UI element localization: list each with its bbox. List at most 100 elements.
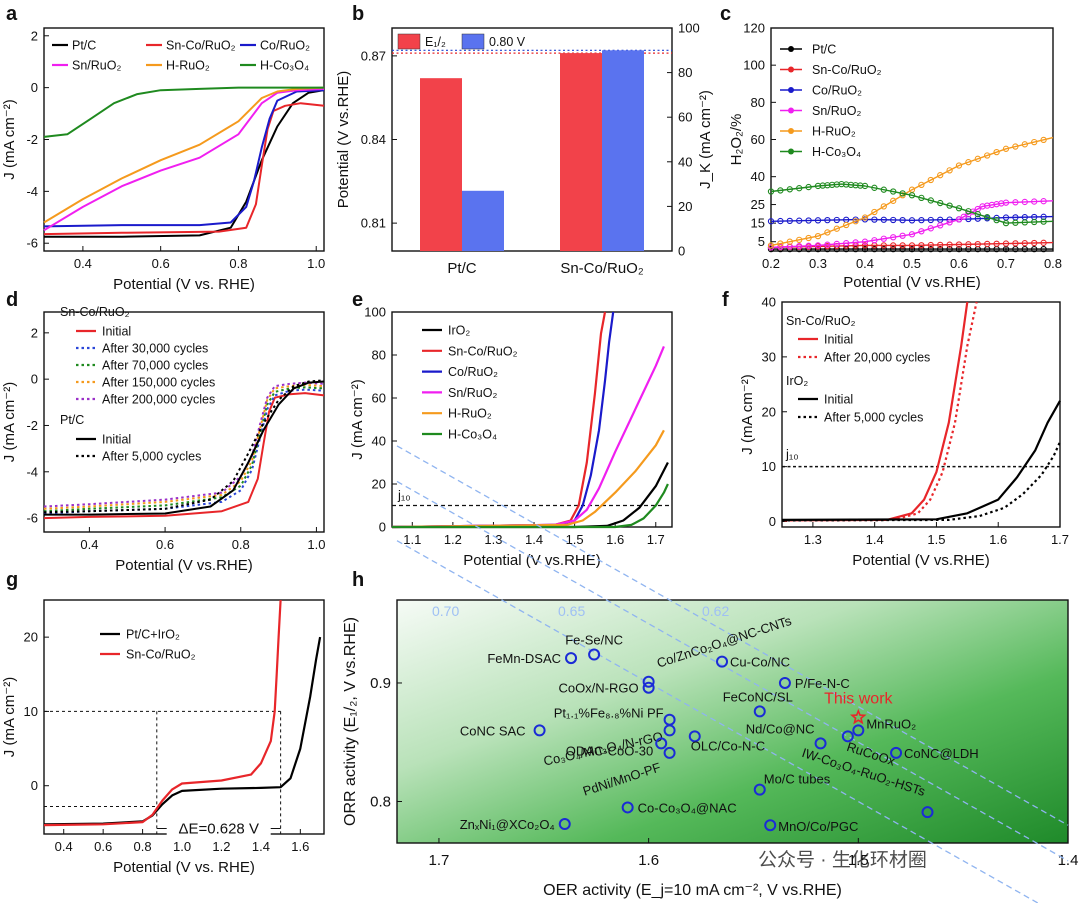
scatter-point-c [1002,145,1010,152]
watermark: 公众号 · 生化环材圈 [758,849,927,871]
scatter-point-c [937,245,944,253]
delta-e-label: ΔE=0.628 V [178,821,259,838]
y-axis-label: J (mA cm⁻²) [1,99,18,179]
y-tick-label: 40 [751,169,765,184]
x-tick-label: 0.2 [762,256,780,271]
iso-line-label: 0.62 [702,603,729,619]
bar-080v-0 [462,190,504,251]
scatter-point-c [1002,199,1010,206]
legend-entry-g: Sn-Co/RuO₂ [126,648,196,662]
legend-entry-f: After 20,000 cycles [824,351,930,365]
legend-entry-f: Initial [824,393,853,407]
scatter-point-c [955,245,963,253]
legend-group-title-f: IrO₂ [786,374,808,388]
scatter-point-c [861,238,869,245]
x-axis-label: Potential (V vs. RHE) [113,276,255,293]
scatter-point-c [1031,198,1038,205]
panel-label-f: f [722,289,729,311]
scatter-point-c [946,202,953,209]
plot-frame-g [43,599,325,835]
scatter-point-c [955,205,963,212]
scatter-point-c [946,241,953,248]
x-tick-label: 0.3 [809,256,827,271]
y-tick-label: 2 [31,325,38,340]
y-tick-label: 0.9 [370,675,391,692]
y2-tick-label: 20 [678,199,692,214]
scatter-point-c [899,192,906,199]
y2-axis-label: J_K (mA cm⁻²) [697,90,714,189]
scatter-point-c [899,242,906,249]
scatter-point-c [861,214,869,221]
x-tick-label: 1.0 [307,537,325,552]
y-tick-label: 0 [31,80,38,95]
point-label-h: Co-Co₃O₄@NAC [638,800,737,815]
x-axis-label: Potential (V vs.RHE) [852,552,990,569]
point-label-h: CoNC@LDH [904,746,979,761]
scatter-point-c [984,152,991,159]
legend-entry-a: Sn-Co/RuO₂ [166,39,236,53]
y-tick-label: 0 [31,778,38,793]
scatter-point-c [880,216,887,223]
y-tick-label: -6 [26,511,38,526]
point-label-h: OLC/Co-N-C [691,738,765,753]
point-label-h: ODAC-CoO-30 [566,743,653,758]
this-work-label: This work [824,690,893,707]
scatter-point-c [880,186,887,193]
bar-e12-1 [560,53,602,252]
scatter-point-c [1040,136,1047,144]
x-tick-label: 0.4 [55,839,73,854]
y-axis-label: ORR activity (E₁/₂, V vs.RHE) [342,617,359,826]
scatter-point-c [1012,199,1019,206]
series-line-g [43,636,322,826]
series-line-e [392,483,669,529]
y-tick-label: 100 [743,58,765,73]
scatter-point-c [955,162,963,169]
scatter-point-c [984,214,991,221]
scatter-point-c [833,240,840,248]
data-point-h [753,705,766,718]
data-point-h [764,819,777,832]
scatter-point-c [1040,218,1047,225]
scatter-point-c [1002,240,1010,247]
series-line-a [43,102,325,236]
x-tick-label: 0.7 [997,256,1015,271]
scatter-point-c [1021,141,1028,148]
series-line-e [391,345,665,529]
scatter-point-c [843,221,850,229]
data-point-h [921,806,934,819]
bar-e12-0 [420,78,462,251]
series-line-d [43,392,325,520]
scatter-point-c [871,216,878,223]
scatter-point-c [1012,143,1019,150]
scatter-point-c [1021,219,1028,226]
y-tick-label: 5 [758,234,765,249]
scatter-point-c [974,240,981,248]
scatter-point-c [767,242,775,249]
scatter-point-c [955,241,963,248]
x-tick-label: 0.4 [74,256,92,271]
x-axis-label: Potential (V vs.RHE) [843,274,981,291]
legend-entry-c: H-RuO₂ [812,125,856,139]
scatter-point-c [1031,138,1038,146]
y-tick-label: 80 [751,95,765,110]
scatter-point-c [927,245,934,253]
scatter-point-c [908,231,916,238]
scatter-point-c [908,192,916,199]
point-label-h: CoOx/N-RGO [558,681,638,696]
x-tick-label: 1.6 [606,532,624,547]
scatter-point-c [777,243,784,251]
x-tick-label: 1.7 [429,852,450,869]
y-tick-label: 60 [751,132,765,147]
scatter-point-c [1040,198,1047,205]
x-tick-label: 0.8 [229,256,247,271]
data-point-h [663,724,676,737]
iso-line-h [396,480,1069,862]
legend-marker-c [788,128,794,134]
y-tick-label: 2 [31,28,38,43]
scatter-point-c [833,216,840,224]
x-tick-label: 0.4 [856,256,874,271]
scatter-point-c [1040,245,1047,253]
legend-swatch-b [397,33,421,50]
series-line-c [770,183,1054,224]
y-tick-label: 120 [743,21,765,36]
